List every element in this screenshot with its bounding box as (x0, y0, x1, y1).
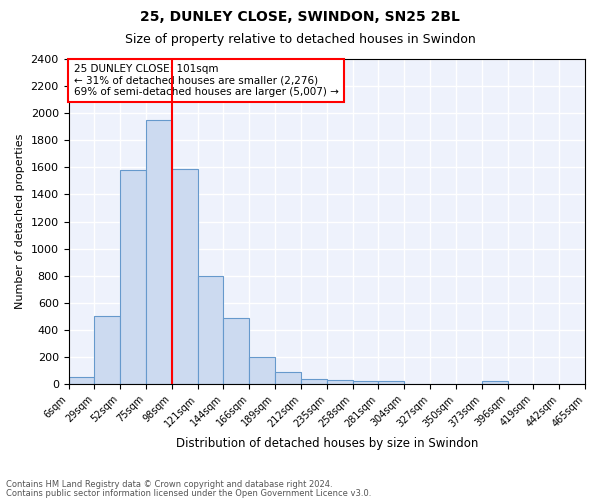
Bar (223, 318, 249, 384)
Bar (94, 316, 120, 384)
Bar (327, 380, 353, 384)
Text: 25 DUNLEY CLOSE: 101sqm
← 31% of detached houses are smaller (2,276)
69% of semi: 25 DUNLEY CLOSE: 101sqm ← 31% of detache… (74, 64, 338, 97)
X-axis label: Distribution of detached houses by size in Swindon: Distribution of detached houses by size … (176, 437, 478, 450)
Bar (353, 382, 379, 384)
Bar (172, 168, 197, 384)
Bar (275, 372, 301, 384)
Bar (379, 382, 404, 384)
Bar (120, 170, 146, 384)
Text: Size of property relative to detached houses in Swindon: Size of property relative to detached ho… (125, 32, 475, 46)
Bar (301, 380, 327, 384)
Text: Contains HM Land Registry data © Crown copyright and database right 2024.: Contains HM Land Registry data © Crown c… (6, 480, 332, 489)
Y-axis label: Number of detached properties: Number of detached properties (15, 134, 25, 309)
Bar (249, 357, 275, 384)
Text: 25, DUNLEY CLOSE, SWINDON, SN25 2BL: 25, DUNLEY CLOSE, SWINDON, SN25 2BL (140, 10, 460, 24)
Bar (482, 382, 508, 384)
Bar (197, 276, 223, 384)
Bar (146, 120, 172, 384)
Bar (68, 378, 94, 384)
Text: Contains public sector information licensed under the Open Government Licence v3: Contains public sector information licen… (6, 489, 371, 498)
